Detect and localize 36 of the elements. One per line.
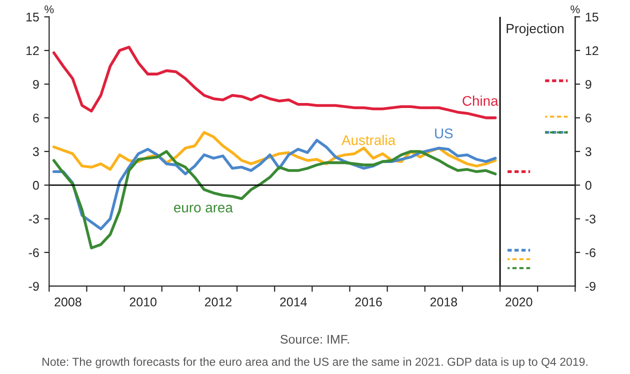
x-tick-label: 2008 — [54, 298, 82, 306]
y2-tick-label: 6 — [586, 114, 592, 122]
source-note: Source: IMF. — [280, 334, 349, 344]
y2-tick-label: 0 — [585, 180, 592, 190]
y2-tick-label: -3 — [585, 214, 596, 224]
y-tick-label: -9 — [28, 282, 39, 291]
x-tick-label: 2014 — [280, 298, 307, 306]
text: Note: The growth forecasts for the euro area and the US are the same in 2021. GDP data is up to Q4 2019. — [42, 357, 588, 368]
series-label: US — [435, 128, 453, 138]
y-tick-label: -6 — [28, 248, 39, 258]
y-tick-label: 9 — [33, 80, 39, 89]
line-series — [52, 46, 497, 120]
y2-tick-label: -6 — [585, 248, 596, 258]
ref-line-label: Projection — [506, 24, 564, 36]
series-label: China — [462, 96, 498, 106]
x-tick-label: 2018 — [430, 298, 458, 306]
y2-axis-title: % — [570, 5, 580, 14]
y2-tick-label: -9 — [585, 282, 596, 291]
y-tick-label: 6 — [33, 114, 39, 122]
x-tick-label: 2016 — [355, 298, 382, 306]
series-label: euro area — [174, 204, 233, 212]
y-tick-label: 3 — [32, 147, 39, 156]
x-tick-label: 2012 — [204, 298, 232, 306]
y-tick-label: 12 — [26, 46, 39, 56]
x-tick-label: 2010 — [130, 298, 156, 306]
y-tick-label: 0 — [32, 180, 39, 190]
y-tick-label: 15 — [26, 12, 39, 22]
y2-tick-label: 15 — [586, 12, 598, 22]
y2-tick-label: 9 — [586, 80, 592, 89]
line-series — [52, 150, 497, 250]
y-axis-title: % — [44, 5, 54, 14]
y-tick-label: -3 — [28, 214, 39, 224]
x-tick-label: 2020 — [506, 298, 532, 306]
y2-tick-label: 3 — [585, 147, 592, 156]
series-label: Australia — [342, 134, 396, 146]
y2-tick-label: 12 — [586, 46, 598, 56]
